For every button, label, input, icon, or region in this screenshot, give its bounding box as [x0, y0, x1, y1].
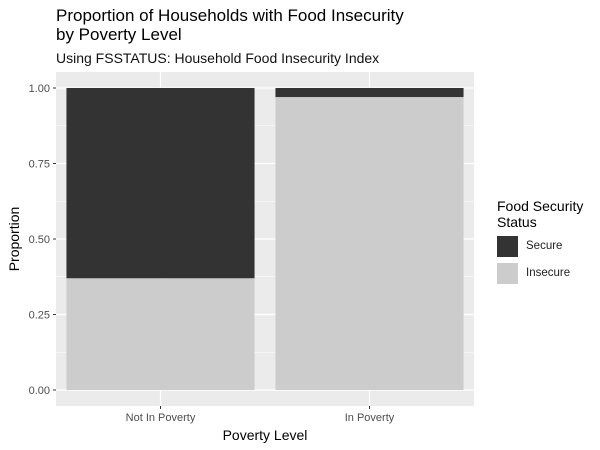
y-axis-title: Proportion	[6, 207, 22, 272]
y-tick-label: 0.75	[29, 159, 50, 171]
legend-swatch	[497, 262, 518, 284]
bar-segment	[275, 88, 464, 98]
y-tick-label: 0.00	[29, 385, 50, 397]
x-tick-label: Not In Poverty	[126, 412, 196, 424]
bar-segment	[275, 97, 464, 390]
bar-segment	[66, 88, 255, 279]
bar-segment	[66, 278, 255, 390]
chart-title-block: Proportion of Households with Food Insec…	[56, 6, 476, 66]
legend-item: Secure	[497, 235, 597, 257]
legend-title: Food Security Status	[497, 198, 584, 230]
legend-label: Insecure	[526, 267, 571, 279]
legend-item: Insecure	[497, 262, 597, 284]
chart-subtitle: Using FSSTATUS: Household Food Insecurit…	[56, 50, 380, 66]
x-tick-label: In Poverty	[345, 412, 395, 424]
legend-label: Secure	[526, 240, 563, 252]
x-axis-title: Poverty Level	[223, 427, 308, 443]
chart-title: Proportion of Households with Food Insec…	[56, 6, 404, 44]
y-tick-label: 1.00	[29, 83, 50, 95]
legend: Food Security Status Secure Insecure	[497, 198, 597, 284]
y-tick-label: 0.25	[29, 310, 50, 322]
y-tick-label: 0.50	[29, 234, 50, 246]
legend-swatch	[497, 235, 518, 257]
